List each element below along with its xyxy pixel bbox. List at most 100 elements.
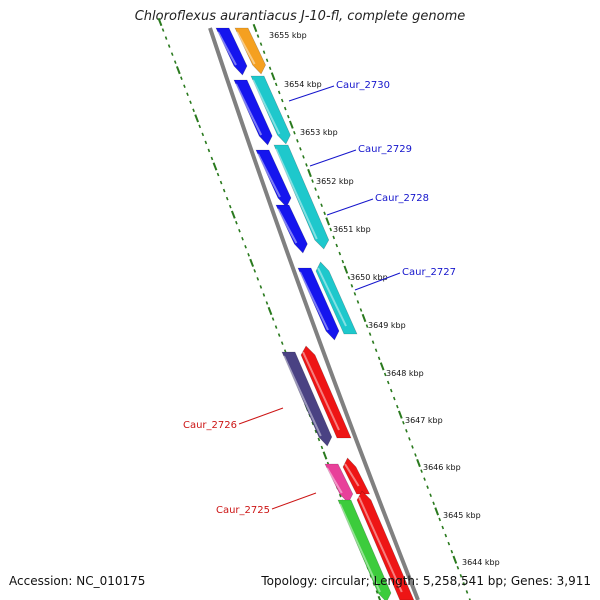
tick-mark — [320, 445, 324, 450]
tick-mark — [392, 396, 396, 401]
tick-mark — [265, 58, 269, 63]
tick-mark — [402, 420, 405, 425]
gene-feature[interactable] — [281, 351, 333, 447]
kbp-label: 3651 kbp — [333, 225, 371, 234]
tick-mark — [338, 251, 342, 256]
leader-line — [326, 198, 374, 216]
kbp-labels: 3655 kbp 3654 kbp 3653 kbp 3652 kbp 3651… — [269, 31, 500, 567]
tick-mark — [244, 244, 247, 249]
gene-feature[interactable] — [275, 204, 308, 254]
tick-mark — [283, 106, 287, 111]
tick-mark — [216, 172, 220, 177]
tick-mark — [259, 285, 263, 289]
tick-mark — [361, 313, 367, 323]
tick-mark — [198, 124, 202, 129]
gene-highlight — [217, 31, 237, 66]
tick-mark — [338, 493, 342, 498]
leader-line — [271, 492, 317, 510]
tick-mark — [462, 582, 466, 586]
gene-label-caur-2725[interactable]: Caur_2725 — [216, 505, 270, 516]
gene-highlight — [275, 148, 318, 240]
gene-feature[interactable] — [250, 75, 291, 145]
tick-mark — [325, 217, 331, 226]
gene-feature[interactable] — [215, 27, 248, 76]
tick-mark — [420, 469, 423, 473]
gene-label-caur-2726[interactable]: Caur_2726 — [183, 420, 237, 431]
gene-highlight — [252, 79, 281, 135]
tick-mark — [386, 380, 390, 385]
tick-mark — [434, 507, 440, 516]
gene-feature[interactable] — [297, 267, 340, 341]
tick-mark — [343, 265, 349, 274]
tick-mark — [456, 565, 460, 570]
leader-line — [238, 407, 284, 425]
tick-marks — [157, 17, 471, 600]
gene-feature[interactable] — [233, 79, 273, 146]
tick-mark — [441, 525, 445, 530]
tick-mark — [444, 533, 448, 538]
tick-mark — [335, 243, 339, 248]
tick-mark — [379, 362, 385, 371]
accession-text: Accession: NC_010175 — [9, 574, 146, 588]
tick-mark — [175, 66, 181, 75]
gene-feature[interactable] — [324, 463, 354, 504]
tick-mark — [186, 92, 189, 97]
gene-feature[interactable] — [300, 345, 352, 439]
gene-highlight — [235, 83, 263, 136]
tick-mark — [189, 100, 192, 105]
gene-label-caur-2727[interactable]: Caur_2727 — [402, 267, 456, 278]
kbp-label: 3646 kbp — [423, 463, 461, 472]
tick-mark — [230, 210, 236, 219]
tick-mark — [302, 155, 305, 159]
gene-feature[interactable] — [315, 261, 358, 335]
genome-info-text: Topology: circular; Length: 5,258,541 bp… — [261, 574, 591, 588]
gene-label-caur-2730[interactable]: Caur_2730 — [336, 80, 390, 91]
tick-mark — [210, 156, 214, 161]
tick-mark — [241, 236, 244, 241]
tick-mark — [423, 477, 426, 481]
tick-mark — [212, 162, 218, 171]
gene-highlight — [277, 208, 298, 244]
gene-feature[interactable] — [356, 490, 415, 600]
tick-mark — [411, 445, 414, 449]
tick-mark — [219, 180, 223, 185]
gene-highlight — [339, 503, 381, 593]
tick-mark — [194, 114, 200, 123]
tick-mark — [207, 148, 211, 153]
gene-highlight — [344, 463, 360, 487]
tick-mark — [296, 139, 299, 143]
kbp-label: 3653 kbp — [300, 128, 338, 137]
tick-mark — [323, 211, 326, 216]
gene-highlight — [317, 267, 347, 327]
tick-mark — [311, 179, 314, 183]
gene-highlight — [326, 467, 343, 494]
map-title: Chloroflexus aurantiacus J-10-fl, comple… — [134, 9, 466, 24]
tick-mark — [398, 410, 403, 419]
tick-mark — [438, 517, 442, 522]
gene-feature[interactable] — [255, 149, 292, 208]
gene-feature[interactable] — [273, 144, 330, 250]
tick-mark — [247, 253, 250, 257]
tick-mark — [293, 130, 296, 135]
tick-mark — [161, 28, 165, 32]
tick-mark — [235, 220, 238, 225]
tick-mark — [268, 66, 272, 71]
tick-mark — [320, 203, 323, 208]
tick-mark — [371, 340, 375, 344]
leader-line — [309, 149, 357, 167]
tick-mark — [164, 36, 168, 40]
gene-highlight — [257, 153, 281, 198]
tick-mark — [157, 17, 163, 27]
kbp-label: 3649 kbp — [368, 321, 406, 330]
tick-mark — [414, 453, 417, 457]
gene-feature[interactable] — [337, 499, 392, 600]
gene-label-caur-2729[interactable]: Caur_2729 — [358, 144, 412, 155]
gene-label-caur-2728[interactable]: Caur_2728 — [375, 193, 429, 204]
tick-mark — [252, 23, 258, 33]
tick-mark — [311, 421, 315, 426]
tick-mark — [426, 485, 429, 489]
gene-feature[interactable] — [234, 27, 266, 75]
tick-mark — [314, 429, 318, 434]
tick-mark — [277, 333, 281, 337]
tick-mark — [468, 598, 471, 600]
